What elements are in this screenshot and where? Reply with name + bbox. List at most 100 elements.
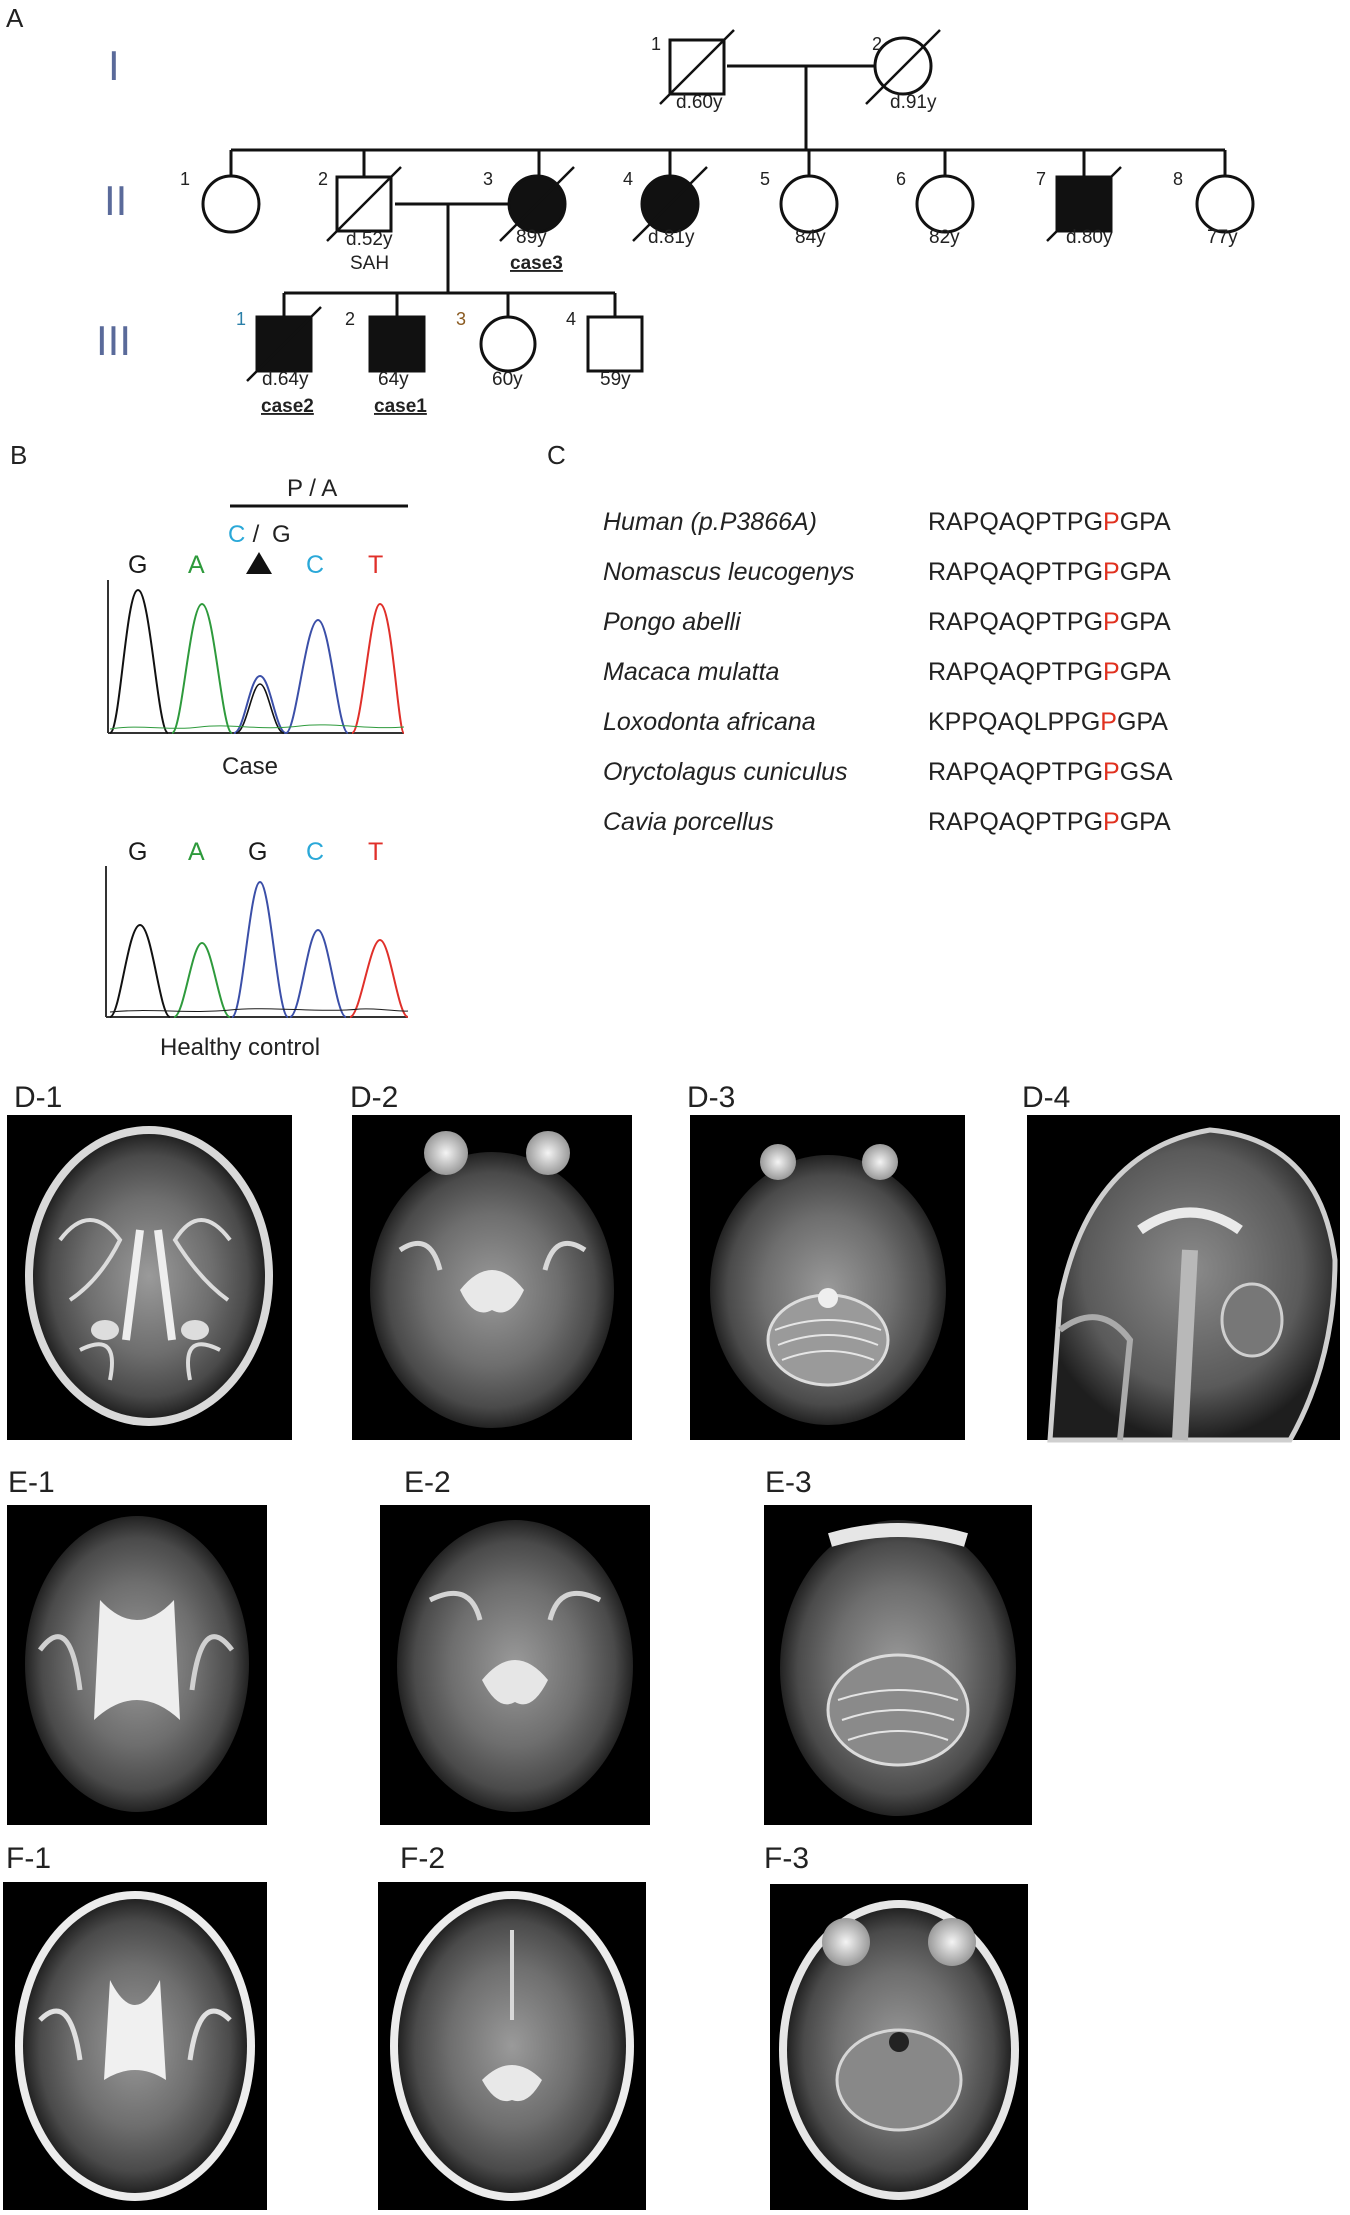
species-name: Oryctolagus cuniculus — [603, 758, 848, 786]
sequence-prefix: RAPQAQPTPG — [928, 758, 1103, 786]
control-chromatogram-trace — [105, 866, 409, 1018]
highlighted-residue: P — [1103, 558, 1120, 586]
sequence-suffix: GSA — [1120, 758, 1173, 786]
mri-image-f2 — [378, 1882, 646, 2210]
pedigree-age: d.91y — [890, 92, 937, 113]
protein-sequence: RAPQAQPTPGPGPA — [928, 508, 1171, 536]
species-name: Human (p.P3866A) — [603, 508, 817, 536]
sequence-suffix: GPA — [1120, 608, 1171, 636]
pedigree-age: 89y — [516, 227, 547, 248]
pedigree-individual-II-4: 4 d.81y — [623, 166, 708, 248]
mri-image-f1 — [3, 1882, 267, 2210]
pedigree-number: 3 — [456, 309, 466, 329]
panel-label-f3: F-3 — [764, 1842, 809, 1875]
variant-triangle-icon — [246, 552, 272, 574]
highlighted-residue: P — [1103, 658, 1120, 686]
sequence-prefix: RAPQAQPTPG — [928, 508, 1103, 536]
base-call: A — [188, 838, 205, 866]
base-call: C — [306, 551, 324, 579]
panel-label-e3: E-3 — [765, 1466, 812, 1499]
species-name: Cavia porcellus — [603, 808, 774, 836]
protein-sequence: RAPQAQPTPGPGPA — [928, 658, 1171, 686]
species-name: Nomascus leucogenys — [603, 558, 855, 586]
pedigree-age: 64y — [378, 369, 409, 390]
protein-sequence: RAPQAQPTPGPGSA — [928, 758, 1173, 786]
panel-label-d2: D-2 — [350, 1081, 398, 1114]
pedigree-individual-III-4: 4 59y — [566, 309, 644, 390]
pedigree-individual-III-2: 2 64y case1 — [345, 309, 427, 417]
base-call: G — [248, 838, 267, 866]
base-call: T — [368, 838, 383, 866]
pedigree-number: 2 — [318, 169, 328, 189]
pedigree-age: 84y — [795, 227, 826, 248]
pedigree-number: 6 — [896, 169, 906, 189]
variant-label-c: C — [228, 521, 245, 548]
pedigree-number: 2 — [872, 34, 882, 54]
pedigree-individual-II-7: 7 d.80y — [1036, 166, 1122, 248]
pedigree-number: 3 — [483, 169, 493, 189]
pedigree-number: 1 — [236, 309, 246, 329]
species-name: Loxodonta africana — [603, 708, 816, 736]
base-call: T — [368, 551, 383, 579]
pedigree-individual-I-2: 2 d.91y — [865, 29, 941, 113]
control-label: Healthy control — [160, 1034, 320, 1061]
variant-label-sep: / — [246, 521, 266, 548]
highlighted-residue: P — [1100, 708, 1117, 736]
panel-label-b: B — [10, 440, 27, 470]
sequence-suffix: GPA — [1117, 708, 1168, 736]
panel-label-c: C — [547, 440, 566, 470]
pedigree-individual-I-1: 1 d.60y — [651, 29, 735, 113]
pedigree-individual-II-8: 8 77y — [1173, 169, 1255, 248]
base-call: A — [188, 551, 205, 579]
pedigree-number: 2 — [345, 309, 355, 329]
protein-sequence: KPPQAQLPPGPGPA — [928, 708, 1168, 736]
pedigree-number: 8 — [1173, 169, 1183, 189]
case-base-calls: G A C T — [128, 551, 383, 579]
sequence-suffix: GPA — [1120, 808, 1171, 836]
generation-label-3: III — [96, 317, 131, 364]
panel-label-a: A — [6, 3, 24, 33]
base-call: G — [128, 551, 147, 579]
sequence-suffix: GPA — [1120, 508, 1171, 536]
pedigree-number: 4 — [623, 169, 633, 189]
case-label: Case — [222, 753, 278, 780]
pedigree-individual-II-3: 3 89y case3 — [483, 166, 575, 274]
pedigree-age: 77y — [1207, 227, 1238, 248]
generation-label-2: II — [104, 177, 127, 224]
panel-label-e2: E-2 — [404, 1466, 451, 1499]
protein-sequence: RAPQAQPTPGPGPA — [928, 608, 1171, 636]
mri-image-d3 — [690, 1115, 965, 1440]
mri-image-f3 — [770, 1884, 1028, 2210]
pedigree-number: 7 — [1036, 169, 1046, 189]
sequence-prefix: KPPQAQLPPG — [928, 708, 1100, 736]
pedigree-age: d.52y — [346, 229, 393, 250]
pedigree-individual-III-1: 1 d.64y case2 — [236, 306, 322, 417]
protein-sequence: RAPQAQPTPGPGPA — [928, 808, 1171, 836]
pedigree-lines — [229, 64, 1227, 317]
pedigree-individual-II-5: 5 84y — [760, 169, 839, 248]
case-chromatogram-trace — [107, 580, 405, 734]
panel-label-e1: E-1 — [8, 1466, 55, 1499]
species-name: Pongo abelli — [603, 608, 742, 636]
pedigree-individual-II-1: 1 — [180, 169, 261, 234]
pedigree-age: d.64y — [262, 369, 309, 390]
mri-image-e3 — [764, 1505, 1032, 1825]
control-base-calls: G A G C T — [128, 838, 383, 866]
mri-image-d1 — [7, 1115, 292, 1440]
sequence-suffix: GPA — [1120, 658, 1171, 686]
pedigree-individual-III-3: 3 60y — [456, 309, 537, 390]
sequence-prefix: RAPQAQPTPG — [928, 808, 1103, 836]
generation-labels: I II III — [96, 42, 131, 364]
pedigree-individual-II-2: 2 d.52y SAH — [318, 166, 402, 274]
mri-image-d2 — [352, 1115, 632, 1440]
highlighted-residue: P — [1103, 758, 1120, 786]
sequence-prefix: RAPQAQPTPG — [928, 608, 1103, 636]
panel-label-d3: D-3 — [687, 1081, 735, 1114]
mri-image-e1 — [7, 1505, 267, 1825]
case-label: case2 — [261, 396, 314, 417]
highlighted-residue: P — [1103, 508, 1120, 536]
pedigree-age: d.81y — [648, 227, 695, 248]
sequence-prefix: RAPQAQPTPG — [928, 658, 1103, 686]
pedigree-number: 5 — [760, 169, 770, 189]
pedigree-age: 59y — [600, 369, 631, 390]
